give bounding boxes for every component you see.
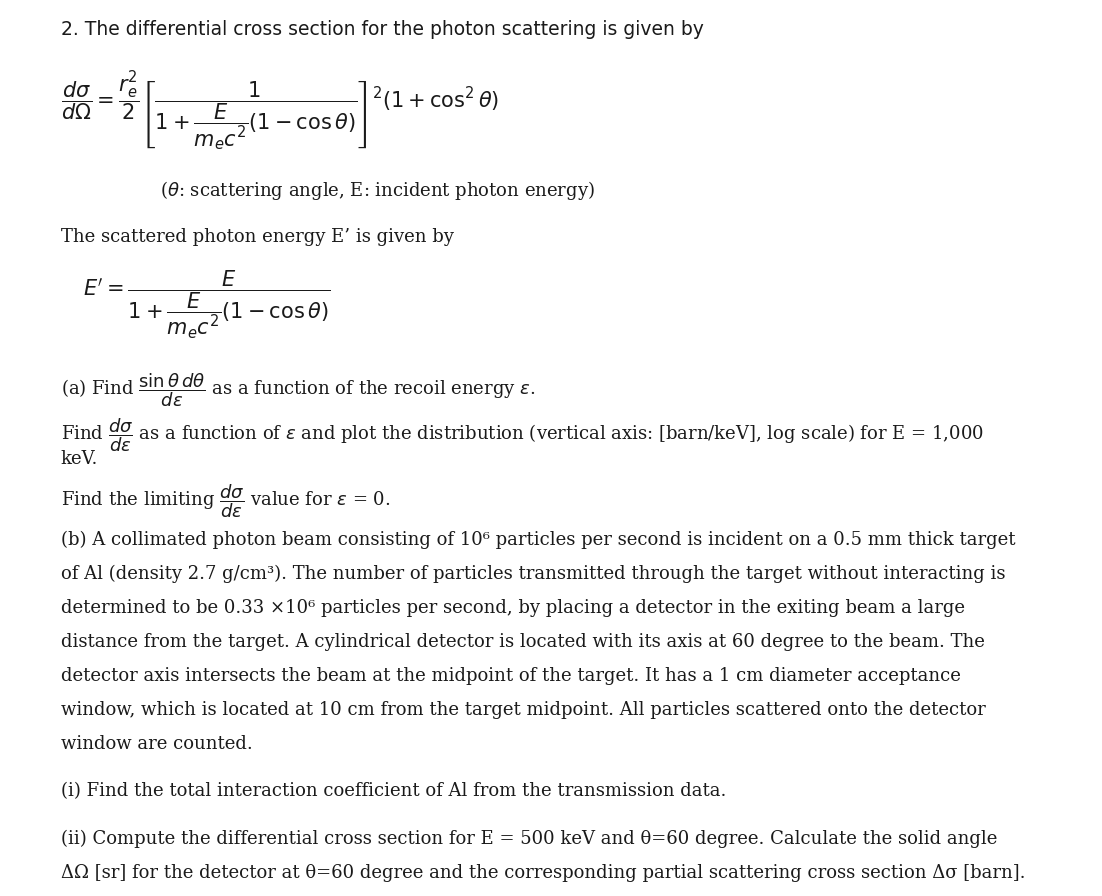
Text: detector axis intersects the beam at the midpoint of the target. It has a 1 cm d: detector axis intersects the beam at the… xyxy=(61,667,961,685)
Text: 2. The differential cross section for the photon scattering is given by: 2. The differential cross section for th… xyxy=(61,20,703,39)
Text: $\dfrac{d\sigma}{d\Omega} = \dfrac{r_e^2}{2}\left[\dfrac{1}{1+\dfrac{E}{m_e c^2}: $\dfrac{d\sigma}{d\Omega} = \dfrac{r_e^2… xyxy=(61,70,499,153)
Text: Find the limiting $\dfrac{d\sigma}{d\varepsilon}$ value for $\varepsilon$ = 0.: Find the limiting $\dfrac{d\sigma}{d\var… xyxy=(61,482,390,520)
Text: of Al (density 2.7 g/cm³). The number of particles transmitted through the targe: of Al (density 2.7 g/cm³). The number of… xyxy=(61,564,1005,582)
Text: Find $\dfrac{d\sigma}{d\varepsilon}$ as a function of $\varepsilon$ and plot the: Find $\dfrac{d\sigma}{d\varepsilon}$ as … xyxy=(61,417,983,454)
Text: (ii) Compute the differential cross section for E = 500 keV and θ=60 degree. Cal: (ii) Compute the differential cross sect… xyxy=(61,830,997,849)
Text: ($\theta$: scattering angle, E: incident photon energy): ($\theta$: scattering angle, E: incident… xyxy=(160,179,595,202)
Text: (b) A collimated photon beam consisting of 10⁶ particles per second is incident : (b) A collimated photon beam consisting … xyxy=(61,530,1015,548)
Text: determined to be 0.33 ×10⁶ particles per second, by placing a detector in the ex: determined to be 0.33 ×10⁶ particles per… xyxy=(61,599,964,616)
Text: (i) Find the total interaction coefficient of Al from the transmission data.: (i) Find the total interaction coefficie… xyxy=(61,782,726,800)
Text: window are counted.: window are counted. xyxy=(61,735,252,753)
Text: keV.: keV. xyxy=(61,450,98,468)
Text: The scattered photon energy E’ is given by: The scattered photon energy E’ is given … xyxy=(61,228,454,246)
Text: window, which is located at 10 cm from the target midpoint. All particles scatte: window, which is located at 10 cm from t… xyxy=(61,701,985,719)
Text: distance from the target. A cylindrical detector is located with its axis at 60 : distance from the target. A cylindrical … xyxy=(61,633,984,650)
Text: ΔΩ [sr] for the detector at θ=60 degree and the corresponding partial scattering: ΔΩ [sr] for the detector at θ=60 degree … xyxy=(61,864,1025,882)
Text: $E' = \dfrac{E}{1+\dfrac{E}{m_e c^2}(1-\cos\theta)}$: $E' = \dfrac{E}{1+\dfrac{E}{m_e c^2}(1-\… xyxy=(83,269,329,341)
Text: (a) Find $\dfrac{\sin\theta\, d\theta}{d\varepsilon}$ as a function of the recoi: (a) Find $\dfrac{\sin\theta\, d\theta}{d… xyxy=(61,372,536,409)
